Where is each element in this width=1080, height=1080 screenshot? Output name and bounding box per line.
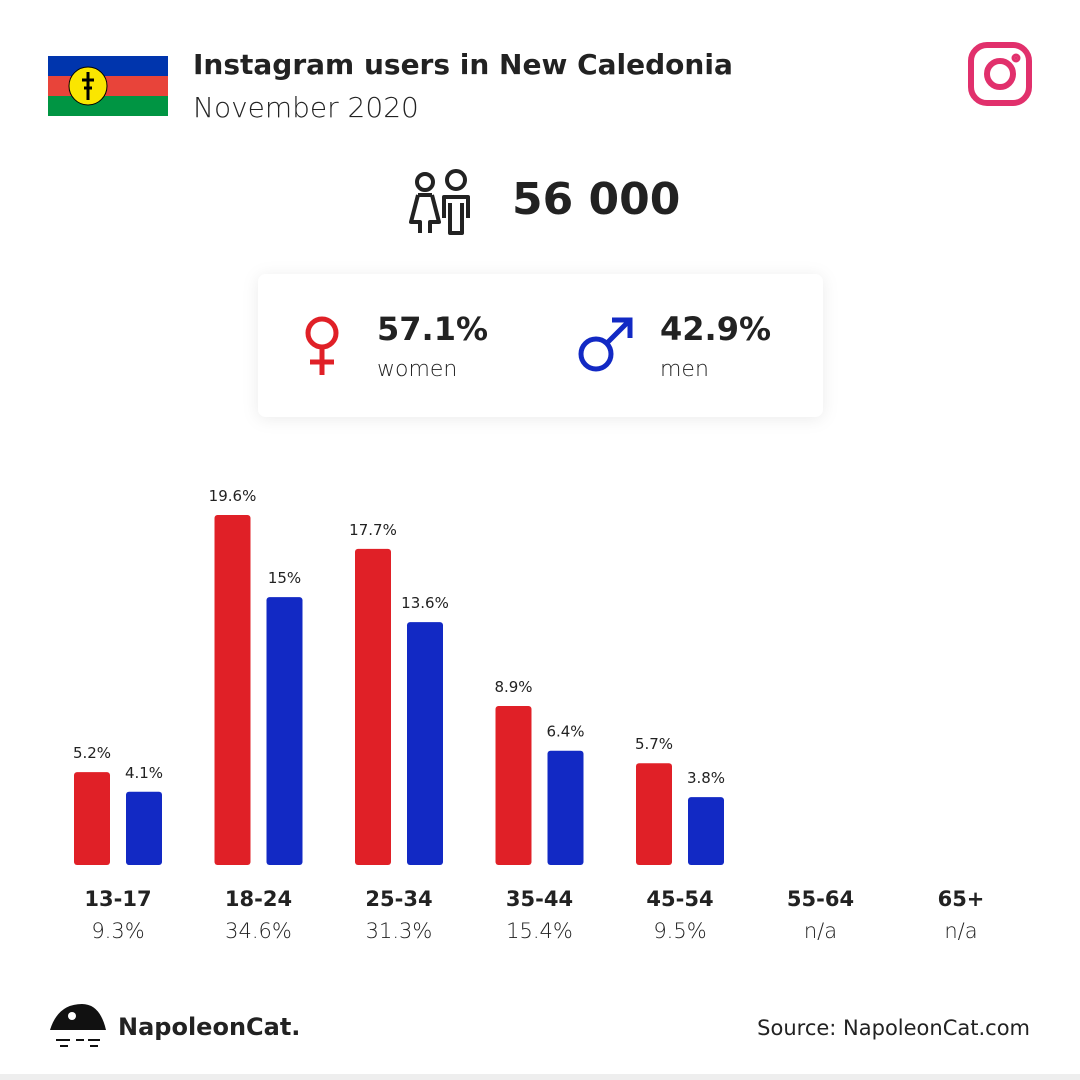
people-icon bbox=[409, 169, 470, 235]
category-label: 65+ bbox=[938, 887, 985, 911]
bar bbox=[214, 514, 251, 865]
bar-chart: 13-17 9.3% 5.2% 4.1% 18-24 34.6% 19.6% 15% 25-34… bbox=[73, 487, 984, 943]
value-label: 3.8% bbox=[687, 769, 725, 787]
category-label: 45-54 bbox=[646, 887, 713, 911]
category-total: 34.6% bbox=[225, 919, 292, 943]
source: Source: NapoleonCat.com bbox=[757, 1016, 1030, 1040]
value-label: 13.6% bbox=[401, 594, 449, 612]
category-total: 31.3% bbox=[366, 919, 433, 943]
value-label: 17.7% bbox=[349, 521, 397, 539]
value-label: 4.1% bbox=[125, 764, 163, 782]
category-total: 9.5% bbox=[653, 919, 706, 943]
women-label: women bbox=[377, 357, 457, 382]
men-label: men bbox=[660, 357, 709, 382]
category-total: n/a bbox=[804, 919, 837, 943]
value-label: 5.7% bbox=[635, 735, 673, 753]
brand-name: NapoleonCat. bbox=[118, 1013, 300, 1041]
value-label: 6.4% bbox=[546, 723, 584, 741]
bar bbox=[407, 622, 443, 865]
bar bbox=[636, 763, 672, 865]
bar bbox=[266, 597, 303, 865]
bar bbox=[126, 791, 162, 865]
instagram-icon bbox=[968, 42, 1032, 106]
flag bbox=[48, 56, 168, 116]
value-label: 15% bbox=[268, 569, 301, 587]
women-share: 57.1% bbox=[377, 310, 488, 348]
male-symbol bbox=[578, 317, 633, 372]
value-label: 8.9% bbox=[494, 678, 532, 696]
bottom-strip bbox=[0, 1074, 1080, 1080]
category-label: 35-44 bbox=[506, 887, 573, 911]
bar bbox=[74, 772, 110, 865]
men-share: 42.9% bbox=[660, 310, 771, 348]
category-label: 25-34 bbox=[365, 887, 432, 911]
bar bbox=[495, 706, 532, 865]
category-label: 55-64 bbox=[787, 887, 854, 911]
category-label: 18-24 bbox=[225, 887, 292, 911]
value-label: 19.6% bbox=[209, 487, 257, 505]
subtitle: November 2020 bbox=[193, 91, 419, 124]
bar bbox=[547, 750, 584, 865]
total-users: 56 000 bbox=[512, 174, 680, 225]
gender-box bbox=[258, 274, 823, 417]
value-label: 5.2% bbox=[73, 744, 111, 762]
female-symbol bbox=[305, 316, 339, 375]
brand-logo bbox=[50, 1004, 106, 1047]
title: Instagram users in New Caledonia bbox=[193, 48, 733, 81]
category-total: 9.3% bbox=[91, 919, 144, 943]
bar bbox=[355, 548, 391, 865]
category-total: n/a bbox=[944, 919, 977, 943]
category-total: 15.4% bbox=[506, 919, 573, 943]
category-label: 13-17 bbox=[84, 887, 151, 911]
bar bbox=[688, 797, 724, 865]
